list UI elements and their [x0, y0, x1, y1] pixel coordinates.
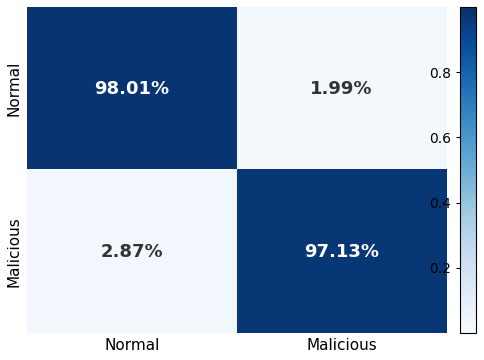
Text: 2.87%: 2.87% [100, 243, 163, 261]
Text: 98.01%: 98.01% [94, 80, 169, 98]
Text: 1.99%: 1.99% [310, 80, 373, 98]
Text: 97.13%: 97.13% [304, 243, 379, 261]
